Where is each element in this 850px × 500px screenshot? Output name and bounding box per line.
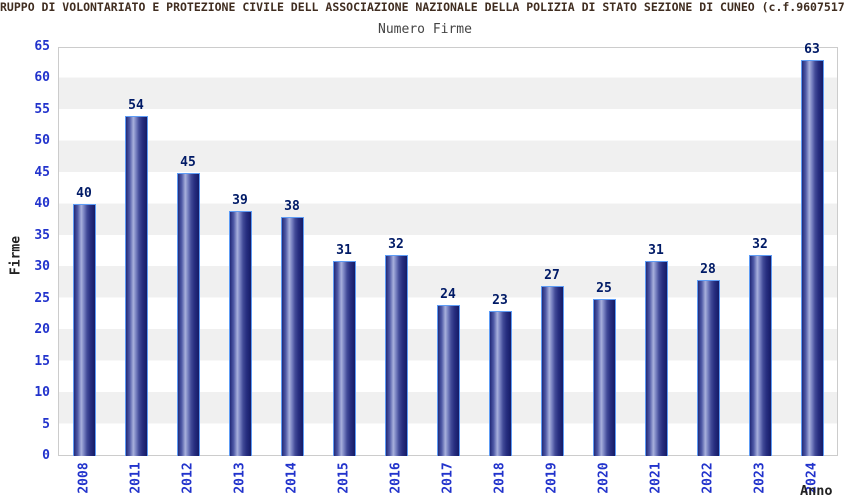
x-tick-label: 2014 (284, 462, 300, 494)
y-axis-title: Firme (8, 235, 24, 276)
y-tick-label: 45 (34, 164, 50, 180)
y-tick-label: 35 (34, 227, 50, 243)
x-axis-title: Anno (800, 483, 833, 499)
x-tick-label: 2018 (492, 462, 508, 494)
x-tick-label: 2016 (388, 462, 404, 494)
x-tick-label: 2013 (232, 462, 248, 494)
y-tick-label: 65 (34, 39, 50, 54)
x-tick-label: 2008 (76, 462, 92, 494)
y-tick-label: 60 (34, 70, 50, 86)
y-tick-label: 55 (34, 101, 50, 117)
y-tick-label: 50 (34, 133, 50, 149)
x-tick-label: 2019 (544, 462, 560, 494)
x-tick-label: 2021 (648, 462, 664, 494)
x-tick-label: 2020 (596, 462, 612, 494)
x-tick-label: 2022 (700, 462, 716, 494)
y-tick-label: 0 (42, 448, 50, 463)
y-tick-label: 30 (34, 259, 50, 275)
plot-area (58, 47, 838, 456)
chart-title: RUPPO DI VOLONTARIATO E PROTEZIONE CIVIL… (0, 0, 845, 14)
x-tick-label: 2012 (180, 462, 196, 494)
x-tick-label: 2011 (128, 462, 144, 494)
y-tick-label: 15 (34, 353, 50, 369)
chart-subtitle: Numero Firme (378, 22, 472, 37)
y-tick-label: 10 (34, 385, 50, 401)
x-tick-label: 2023 (752, 462, 768, 494)
y-tick-label: 40 (34, 196, 50, 212)
y-tick-label: 20 (34, 322, 50, 338)
y-tick-label: 5 (42, 416, 50, 432)
x-tick-label: 2017 (440, 462, 456, 494)
x-tick-label: 2015 (336, 462, 352, 494)
y-tick-label: 25 (34, 290, 50, 306)
